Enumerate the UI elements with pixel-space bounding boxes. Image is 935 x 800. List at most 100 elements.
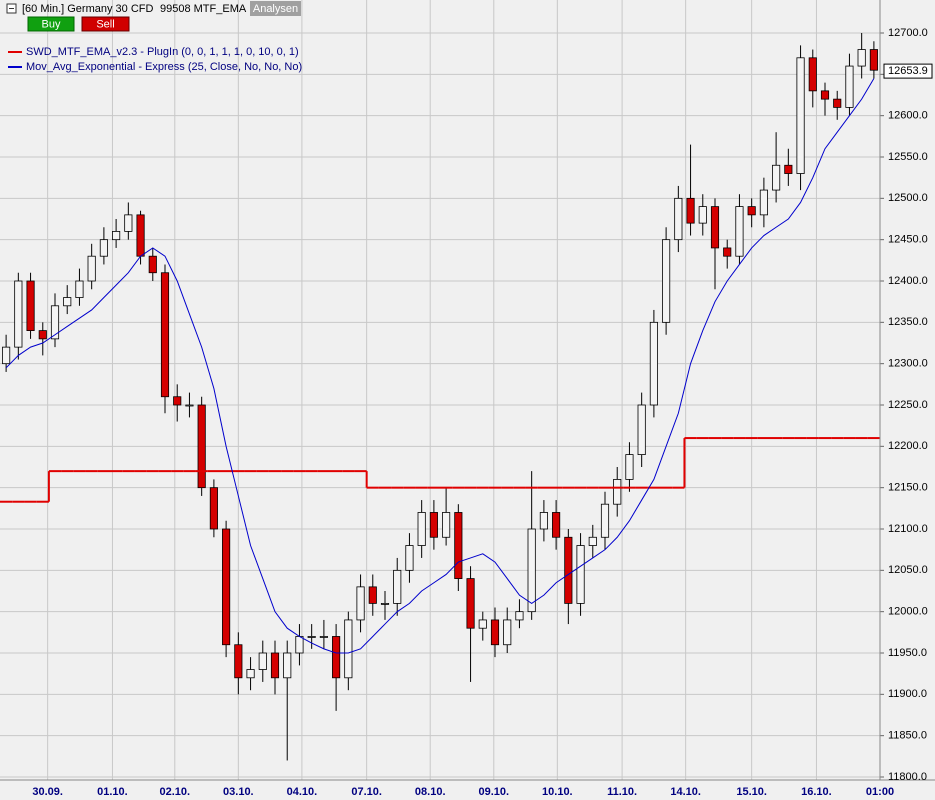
- candle-body: [14, 280, 23, 348]
- candle-body: [270, 652, 280, 679]
- x-tick-label: 01.10.: [97, 786, 128, 798]
- candle-body: [833, 98, 842, 108]
- candle-body: [527, 528, 536, 613]
- candle-body: [246, 669, 255, 679]
- candle-body: [442, 512, 451, 538]
- candle-body: [478, 619, 487, 629]
- y-tick-label: 12150.0: [888, 482, 928, 494]
- candle-body: [185, 404, 194, 407]
- candle-body: [735, 206, 744, 257]
- legend-label: SWD_MTF_EMA_v2.3 - PlugIn (0, 0, 1, 1, 1…: [26, 46, 299, 58]
- candle-body: [674, 197, 683, 241]
- candle-body: [380, 603, 390, 605]
- candle-body: [283, 652, 292, 679]
- y-tick-label: 11950.0: [888, 647, 927, 659]
- y-tick-label: 12350.0: [888, 316, 928, 328]
- candle-body: [429, 512, 438, 538]
- last-value-box: [883, 63, 933, 79]
- y-tick-label: 12700.0: [888, 27, 928, 39]
- y-tick-label: 12450.0: [888, 234, 928, 246]
- candle-body: [686, 197, 695, 224]
- candle-body: [649, 321, 658, 406]
- candle-body: [87, 255, 96, 282]
- marks: [0, 33, 880, 761]
- candle-body: [552, 512, 561, 538]
- sell-button[interactable]: [81, 16, 130, 32]
- candle-body: [99, 239, 108, 257]
- candle-body: [2, 346, 11, 365]
- y-tick-label: 11800.0: [888, 771, 927, 783]
- candle-body: [625, 454, 634, 480]
- candle-body: [808, 57, 817, 92]
- y-tick-label: 12600.0: [888, 110, 928, 122]
- candle-body: [539, 512, 548, 530]
- y-tick-label: 12200.0: [888, 440, 928, 452]
- y-tick-label: 12500.0: [888, 192, 928, 204]
- candle-body: [869, 49, 878, 71]
- grid: [0, 0, 884, 780]
- candle-body: [564, 536, 573, 604]
- buy-label: Buy: [42, 18, 61, 30]
- x-tick-label: 16.10.: [801, 786, 832, 798]
- candle-body: [576, 545, 585, 604]
- candle-body: [112, 230, 121, 241]
- chart-title: [60 Min.] Germany 30 CFD: [22, 3, 153, 15]
- legend: SWD_MTF_EMA_v2.3 - PlugIn (0, 0, 1, 1, 1…: [8, 46, 302, 73]
- candle-body: [637, 404, 646, 455]
- candle-body: [747, 206, 756, 216]
- candle-body: [417, 512, 426, 546]
- y-tick-label: 12400.0: [888, 275, 928, 287]
- y-tick-label: 12550.0: [888, 151, 928, 163]
- chart-id: 99508 MTF_EMA: [160, 3, 247, 15]
- candle-body: [503, 619, 512, 646]
- candle-body: [588, 536, 597, 546]
- candle-body: [124, 214, 133, 232]
- candle-body: [160, 272, 170, 398]
- candle-body: [405, 545, 414, 571]
- y-tick-label: 12250.0: [888, 399, 928, 411]
- candle-body: [75, 280, 84, 298]
- y-tick-label: 12050.0: [888, 564, 928, 576]
- candle-body: [772, 164, 781, 191]
- candle-body: [723, 247, 732, 257]
- x-tick-label: 01:00: [866, 786, 894, 798]
- candle-body: [613, 478, 622, 505]
- ema-line: [5, 78, 875, 654]
- candle-body: [209, 487, 218, 530]
- candle-body: [515, 611, 524, 621]
- candle-body: [356, 586, 365, 621]
- x-tick-label: 11.10.: [607, 786, 637, 798]
- candle-body: [454, 512, 463, 580]
- x-tick-label: 09.10.: [478, 786, 509, 798]
- candle-body: [845, 65, 854, 108]
- candle-body: [698, 206, 707, 224]
- candle-body: [490, 619, 500, 646]
- candle-body: [50, 305, 60, 340]
- candle-body: [796, 57, 805, 174]
- candle-body: [234, 644, 243, 679]
- x-tick-label: 10.10.: [542, 786, 573, 798]
- analysen-button[interactable]: [250, 1, 301, 16]
- candle-body: [26, 280, 35, 331]
- candle-body: [857, 49, 866, 67]
- x-tick-label: 30.09.: [32, 786, 63, 798]
- candle-body: [63, 297, 72, 307]
- candle-body: [600, 503, 610, 538]
- candle-body: [710, 206, 720, 249]
- y-tick-label: 12000.0: [888, 606, 928, 618]
- candle-body: [258, 652, 267, 670]
- y-tick-label: 12100.0: [888, 523, 928, 535]
- analysen-label: Analysen: [253, 3, 298, 15]
- x-tick-label: 14.10.: [670, 786, 701, 798]
- buy-button[interactable]: [27, 16, 75, 32]
- candle-body: [319, 636, 328, 638]
- candle-body: [148, 255, 157, 274]
- x-tick-label: 03.10.: [223, 786, 254, 798]
- candle-body: [344, 619, 353, 679]
- candle-body: [820, 90, 830, 100]
- candle-body: [295, 636, 304, 654]
- candle-body: [222, 528, 231, 646]
- candle-body: [368, 586, 377, 604]
